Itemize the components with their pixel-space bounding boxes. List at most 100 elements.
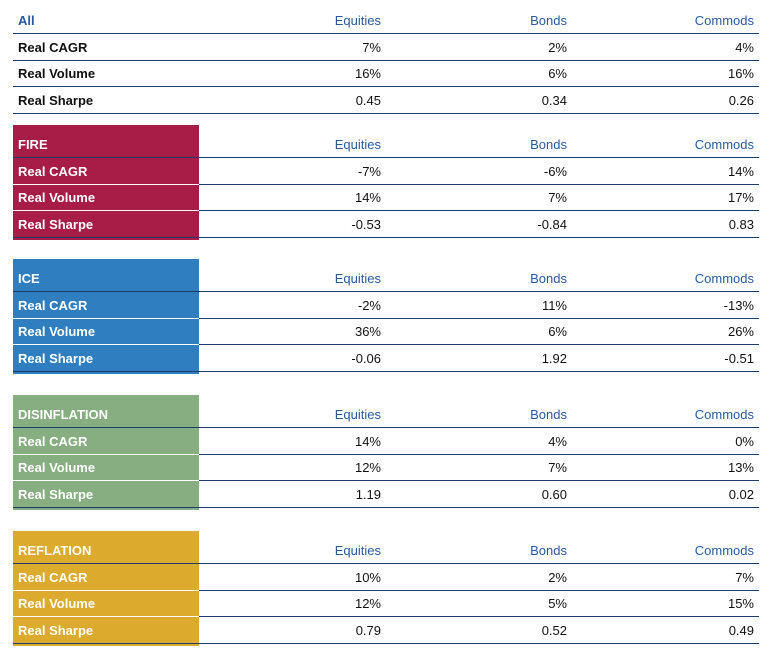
cell-bonds: 11% <box>541 297 567 313</box>
section-ice: ICE Equities Bonds Commods Real CAGR -2% 11% -1… <box>13 259 759 375</box>
cell-bonds: 2% <box>548 569 567 585</box>
table-row: Real Volume 12% 7% 13% <box>13 455 759 476</box>
row-divider <box>13 237 759 239</box>
cell-commods: -13% <box>723 297 754 313</box>
section-label-background <box>13 125 199 241</box>
cell-bonds: 0.52 <box>541 623 567 639</box>
cell-bonds: -0.84 <box>537 217 567 233</box>
cell-equities: 7% <box>362 39 381 55</box>
cell-equities: -2% <box>357 297 381 313</box>
row-divider <box>13 480 759 482</box>
cell-commods: 14% <box>727 163 754 179</box>
row-label: Real Volume <box>18 596 96 612</box>
row-divider <box>13 643 759 645</box>
cell-equities: 12% <box>354 460 381 476</box>
row-label: Real CAGR <box>18 163 88 179</box>
row-divider <box>13 210 759 212</box>
cell-commods: 13% <box>727 460 754 476</box>
cell-commods: -0.51 <box>724 351 754 367</box>
cell-commods: 15% <box>727 596 754 612</box>
table-row: Real Sharpe -0.06 1.92 -0.51 <box>13 345 759 366</box>
column-header-equities: Equities <box>334 137 381 152</box>
cell-commods: 0.49 <box>728 623 754 639</box>
column-header-equities: Equities <box>334 13 381 28</box>
row-divider <box>13 344 759 346</box>
header-divider <box>13 291 759 292</box>
table-row: Real Sharpe -0.53 -0.84 0.83 <box>13 211 759 232</box>
row-label: Real Sharpe <box>18 487 94 503</box>
table-row: Real Volume 12% 5% 15% <box>13 591 759 612</box>
cell-bonds: 6% <box>548 66 567 82</box>
section-title: REFLATION <box>18 543 92 558</box>
cell-equities: 10% <box>354 569 381 585</box>
header-divider <box>13 563 759 564</box>
cell-commods: 26% <box>727 324 754 340</box>
table-row: Real Volume 36% 6% 26% <box>13 319 759 340</box>
row-label: Real Volume <box>18 66 96 82</box>
row-label: Real Volume <box>18 324 96 340</box>
header-divider <box>13 33 759 34</box>
column-header-bonds: Bonds <box>530 271 567 286</box>
cell-commods: 0.02 <box>728 487 754 503</box>
column-header-bonds: Bonds <box>530 13 567 28</box>
cell-equities: 1.19 <box>355 487 381 503</box>
column-header-equities: Equities <box>334 543 381 558</box>
section-header-row: All Equities Bonds Commods <box>13 6 759 28</box>
row-divider <box>13 59 759 61</box>
cell-commods: 0.26 <box>728 93 754 109</box>
section-header-row: REFLATION Equities Bonds Commods <box>13 536 759 558</box>
cell-bonds: 2% <box>548 39 567 55</box>
cell-commods: 17% <box>727 190 754 206</box>
table-row: Real CAGR 14% 4% 0% <box>13 428 759 449</box>
cell-bonds: 0.60 <box>541 487 567 503</box>
cell-bonds: 6% <box>548 324 567 340</box>
section-title: All <box>18 13 35 28</box>
cell-bonds: 0.34 <box>541 93 567 109</box>
row-divider <box>13 113 759 115</box>
row-divider <box>13 507 759 509</box>
table-row: Real CAGR -7% -6% 14% <box>13 158 759 179</box>
cell-equities: -0.06 <box>351 351 381 367</box>
cell-bonds: 4% <box>548 433 567 449</box>
table-row: Real Volume 14% 7% 17% <box>13 185 759 206</box>
row-divider <box>13 453 759 455</box>
table-row: Real Volume 16% 6% 16% <box>13 61 759 82</box>
table-row: Real Sharpe 1.19 0.60 0.02 <box>13 481 759 502</box>
section-title: DISINFLATION <box>18 407 109 422</box>
row-label: Real Volume <box>18 460 96 476</box>
cell-bonds: 1.92 <box>541 351 567 367</box>
table-row: Real Sharpe 0.45 0.34 0.26 <box>13 87 759 108</box>
section-reflation: REFLATION Equities Bonds Commods Real CAGR 10… <box>13 531 759 647</box>
cell-equities: -0.53 <box>351 217 381 233</box>
cell-bonds: 5% <box>548 596 567 612</box>
table-row: Real Sharpe 0.79 0.52 0.49 <box>13 617 759 638</box>
row-label: Real CAGR <box>18 433 88 449</box>
section-label-background <box>13 395 199 511</box>
cell-commods: 0% <box>735 433 754 449</box>
header-divider <box>13 157 759 158</box>
row-label: Real Volume <box>18 190 96 206</box>
cell-equities: 12% <box>354 596 381 612</box>
row-divider <box>13 317 759 319</box>
row-divider <box>13 616 759 618</box>
section-fire: FIRE Equities Bonds Commods Real CAGR -7% -6% 1… <box>13 125 759 241</box>
section-label-background <box>13 531 199 647</box>
section-title: ICE <box>18 271 40 286</box>
row-label: Real Sharpe <box>18 217 94 233</box>
table-row: Real CAGR -2% 11% -13% <box>13 292 759 313</box>
row-label: Real Sharpe <box>18 93 94 109</box>
section-all: All Equities Bonds Commods Real CAGR 7% 2% 4% Re… <box>13 6 759 116</box>
cell-commods: 7% <box>735 569 754 585</box>
cell-equities: 14% <box>354 190 381 206</box>
cell-equities: 0.79 <box>355 623 381 639</box>
cell-bonds: 7% <box>548 460 567 476</box>
cell-equities: -7% <box>357 163 381 179</box>
table-row: Real CAGR 10% 2% 7% <box>13 564 759 585</box>
row-label: Real Sharpe <box>18 623 94 639</box>
column-header-commods: Commods <box>694 137 754 152</box>
column-header-commods: Commods <box>694 543 754 558</box>
cell-equities: 14% <box>354 433 381 449</box>
column-header-bonds: Bonds <box>530 543 567 558</box>
table-row: Real CAGR 7% 2% 4% <box>13 34 759 55</box>
cell-equities: 16% <box>354 66 381 82</box>
